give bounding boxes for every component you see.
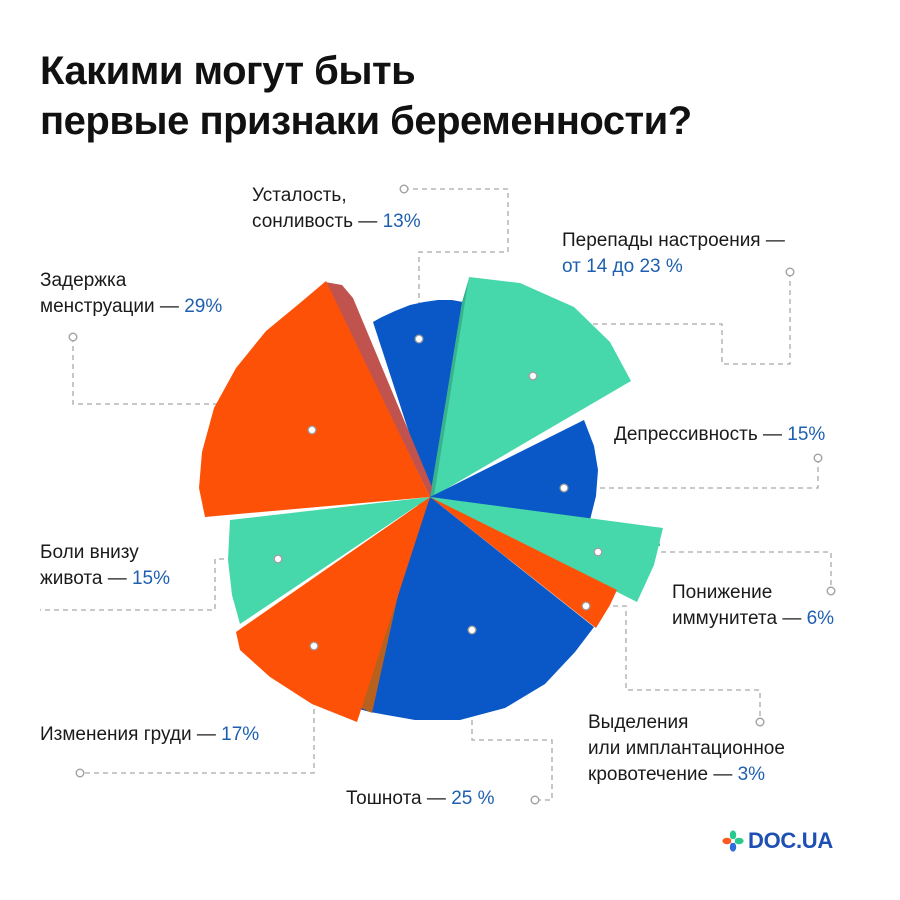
marker-breast	[309, 641, 319, 651]
end-dot-delay	[68, 332, 78, 342]
title-line-1: Какими могут быть	[40, 49, 416, 93]
slice-discharge	[430, 497, 617, 628]
label-breast: Изменения груди — 17%	[40, 722, 259, 748]
label-depression: Депрессивность — 15%	[614, 422, 825, 448]
label-immunity-line-2: иммунитета —	[672, 608, 802, 629]
marker-immunity	[593, 547, 603, 557]
slice-nausea	[355, 497, 594, 720]
marker-discharge	[581, 601, 591, 611]
label-fatigue: Усталость, сонливость — 13%	[252, 183, 421, 235]
leader-line-breast	[84, 646, 315, 774]
label-pain-value: 15%	[131, 568, 170, 589]
doc-ua-logo: DOC.UA	[722, 828, 833, 854]
label-mood-line-1: Перепады настроения —	[562, 230, 785, 251]
leader-line-fatigue	[404, 188, 509, 339]
marker-nausea	[467, 625, 477, 635]
label-pain-line-2: живота —	[40, 568, 127, 589]
label-pain: Боли внизу живота — 15%	[40, 540, 170, 592]
label-immunity: Понижение иммунитета — 6%	[672, 580, 834, 632]
label-fatigue-value: 13%	[382, 211, 421, 232]
slice-breast	[236, 497, 430, 722]
end-dot-immunity	[826, 586, 836, 596]
slice-pain	[228, 497, 430, 624]
label-immunity-value: 6%	[806, 608, 835, 629]
label-mood: Перепады настроения — от 14 до 23 %	[562, 228, 785, 280]
slice-fatigue	[373, 300, 463, 497]
label-delay-line-2: менструации —	[40, 296, 179, 317]
label-breast-value: 17%	[221, 724, 260, 745]
label-mood-value: от 14 до 23 %	[562, 256, 683, 277]
marker-mood	[528, 371, 538, 381]
label-fatigue-line-2: сонливость —	[252, 211, 378, 232]
label-delay-line-1: Задержка	[40, 270, 127, 291]
end-dot-breast	[75, 768, 85, 778]
label-immunity-line-1: Понижение	[672, 582, 773, 603]
slice-mood	[434, 277, 631, 496]
label-discharge: Выделения или имплантационное кровотечен…	[588, 710, 785, 788]
end-dot-fatigue	[399, 184, 409, 194]
label-fatigue-line-1: Усталость,	[252, 185, 347, 206]
label-discharge-line-3: кровотечение —	[588, 764, 733, 785]
pie-slices	[199, 277, 663, 722]
leader-line-depression	[564, 458, 819, 489]
marker-pain	[273, 554, 283, 564]
label-depression-value: 15%	[787, 424, 826, 445]
label-nausea-line-1: Тошнота —	[346, 788, 446, 809]
label-depression-line-1: Депрессивность —	[614, 424, 783, 445]
logo-text: DOC.UA	[748, 828, 833, 853]
slice-immunity	[430, 497, 663, 602]
marker-dots	[68, 184, 836, 805]
label-discharge-line-1: Выделения	[588, 712, 689, 733]
marker-delay	[307, 425, 317, 435]
marker-depression	[559, 483, 569, 493]
slice-delay	[199, 281, 430, 517]
marker-fatigue	[414, 334, 424, 344]
end-dot-depression	[813, 453, 823, 463]
label-delay-value: 29%	[184, 296, 223, 317]
label-nausea: Тошнота — 25 %	[346, 786, 495, 812]
label-delay: Задержка менструации — 29%	[40, 268, 222, 320]
end-dot-mood	[785, 267, 795, 277]
end-dot-discharge	[755, 717, 765, 727]
label-discharge-value: 3%	[737, 764, 766, 785]
page-title: Какими могут быть первые признаки береме…	[40, 46, 692, 146]
label-breast-line-1: Изменения груди —	[40, 724, 216, 745]
slice-depression	[430, 420, 598, 520]
title-line-2: первые признаки беременности?	[40, 99, 692, 143]
end-dot-nausea	[530, 795, 540, 805]
label-pain-line-1: Боли внизу	[40, 542, 139, 563]
label-discharge-line-2: или имплантационное	[588, 738, 785, 759]
logo-flower-icon	[722, 830, 744, 852]
slice-mood-side	[430, 278, 469, 497]
label-nausea-value: 25 %	[451, 788, 495, 809]
